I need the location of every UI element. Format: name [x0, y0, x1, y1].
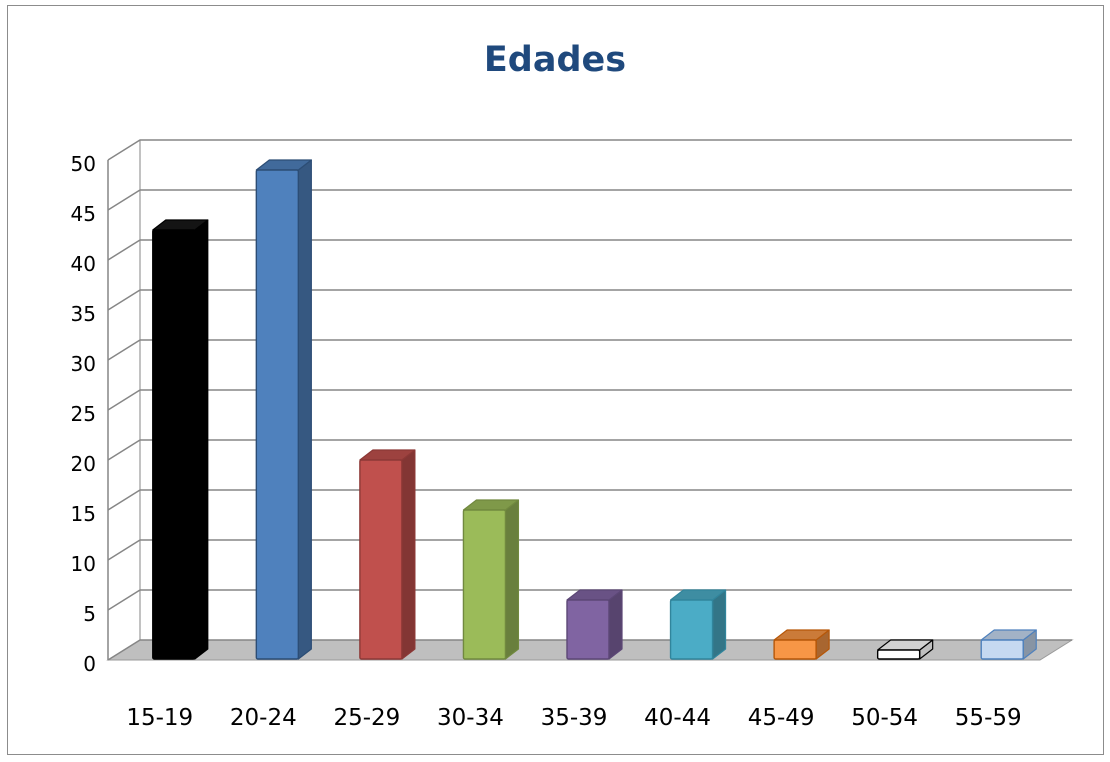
chart-title: Edades	[483, 40, 627, 80]
y-tick-label: 10	[71, 552, 96, 576]
x-tick-label: 30-34	[437, 705, 504, 731]
x-tick-label: 25-29	[333, 705, 400, 731]
gridline	[107, 439, 1072, 461]
bar-30-34	[462, 499, 520, 660]
bars	[152, 159, 1037, 660]
bar-50-54	[876, 639, 934, 660]
gridline	[107, 189, 1072, 211]
gridline	[107, 139, 1072, 161]
y-tick-label: 15	[71, 502, 96, 526]
y-tick-label: 40	[71, 252, 96, 276]
y-axis-ticks: 0 5 10 15 20 25 30 35 40 45 50	[71, 152, 96, 676]
x-tick-label: 45-49	[748, 705, 815, 731]
bar-20-24	[255, 159, 312, 660]
gridline	[107, 589, 1072, 611]
x-tick-label: 35-39	[541, 705, 608, 731]
y-tick-label: 5	[83, 602, 96, 626]
bar-45-49	[773, 629, 830, 660]
y-tick-label: 35	[71, 302, 96, 326]
bar-40-44	[669, 589, 727, 660]
gridline	[107, 339, 1072, 361]
gridline	[107, 389, 1072, 411]
gridline	[107, 239, 1072, 261]
bar-55-59	[980, 629, 1037, 660]
y-tick-label: 25	[71, 402, 96, 426]
gridline	[107, 489, 1072, 511]
x-tick-label: 15-19	[126, 705, 193, 731]
x-axis-ticks: 15-19 20-24 25-29 30-34 35-39 40-44 45-49 50-54…	[126, 705, 1021, 731]
bar-15-19	[152, 219, 209, 660]
gridlines	[107, 139, 1072, 661]
bar-25-29	[359, 449, 416, 660]
x-tick-label: 20-24	[230, 705, 297, 731]
x-tick-label: 40-44	[644, 705, 711, 731]
gridline	[107, 639, 1072, 661]
y-tick-label: 20	[71, 452, 96, 476]
gridline	[107, 539, 1072, 561]
y-tick-label: 0	[83, 652, 96, 676]
y-tick-label: 45	[71, 202, 96, 226]
y-tick-label: 50	[71, 152, 96, 176]
gridline	[107, 289, 1072, 311]
x-tick-label: 55-59	[955, 705, 1022, 731]
y-tick-label: 30	[71, 352, 96, 376]
x-tick-label: 50-54	[851, 705, 918, 731]
bar-35-39	[566, 589, 623, 660]
